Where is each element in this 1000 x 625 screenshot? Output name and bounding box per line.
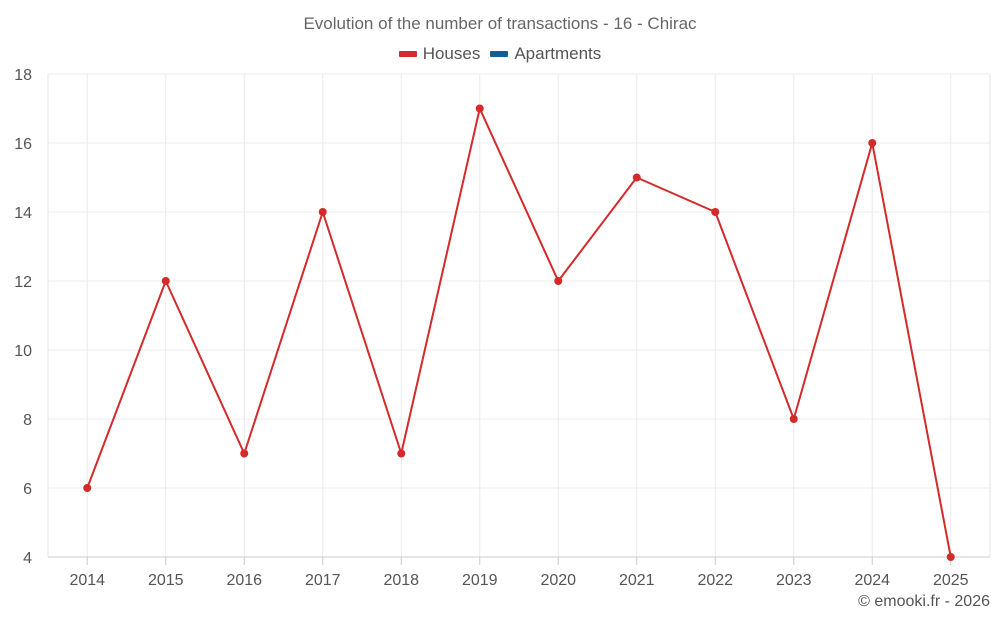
data-point [83, 484, 92, 492]
data-point [868, 139, 877, 147]
x-tick-label: 2019 [462, 572, 498, 589]
x-tick-label: 2015 [148, 572, 184, 589]
y-tick-label: 4 [23, 550, 32, 567]
data-point [632, 173, 641, 182]
x-tick-label: 2025 [933, 572, 969, 589]
x-tick-label: 2020 [540, 572, 576, 589]
data-point [397, 449, 406, 458]
y-tick-label: 8 [23, 412, 32, 429]
x-tick-label: 2021 [619, 572, 655, 589]
y-tick-label: 6 [23, 481, 32, 498]
series-line-houses [86, 107, 952, 558]
data-point [711, 208, 720, 216]
legend: Houses Apartments [0, 44, 1000, 64]
x-tick-label: 2023 [776, 572, 812, 589]
x-tick-label: 2016 [226, 572, 262, 589]
y-tick-label: 18 [14, 67, 32, 84]
x-tick-label: 2022 [697, 572, 733, 589]
data-point [318, 208, 327, 216]
x-tick-label: 2017 [305, 572, 341, 589]
data-point [946, 553, 955, 561]
y-tick-label: 10 [14, 343, 32, 360]
chart-title: Evolution of the number of transactions … [303, 14, 697, 33]
data-point [475, 104, 484, 113]
legend-swatch-apartments [490, 51, 509, 57]
data-point [554, 277, 563, 285]
y-tick-label: 16 [14, 136, 32, 153]
x-tick-label: 2024 [854, 572, 890, 589]
legend-swatch-houses [398, 51, 417, 57]
y-tick-label: 14 [14, 205, 32, 222]
data-point [789, 415, 798, 423]
legend-label-apartments: Apartments [514, 44, 602, 63]
data-point [161, 277, 170, 285]
x-tick-label: 2014 [69, 572, 105, 589]
legend-label-houses: Houses [422, 44, 481, 63]
y-tick-label: 12 [14, 274, 32, 291]
legend-item-houses[interactable]: Houses [398, 44, 481, 64]
credit-text: © emooki.fr - 2026 [858, 593, 990, 610]
data-point [240, 449, 249, 458]
x-tick-label: 2018 [383, 572, 419, 589]
legend-item-apartments[interactable]: Apartments [490, 44, 601, 64]
